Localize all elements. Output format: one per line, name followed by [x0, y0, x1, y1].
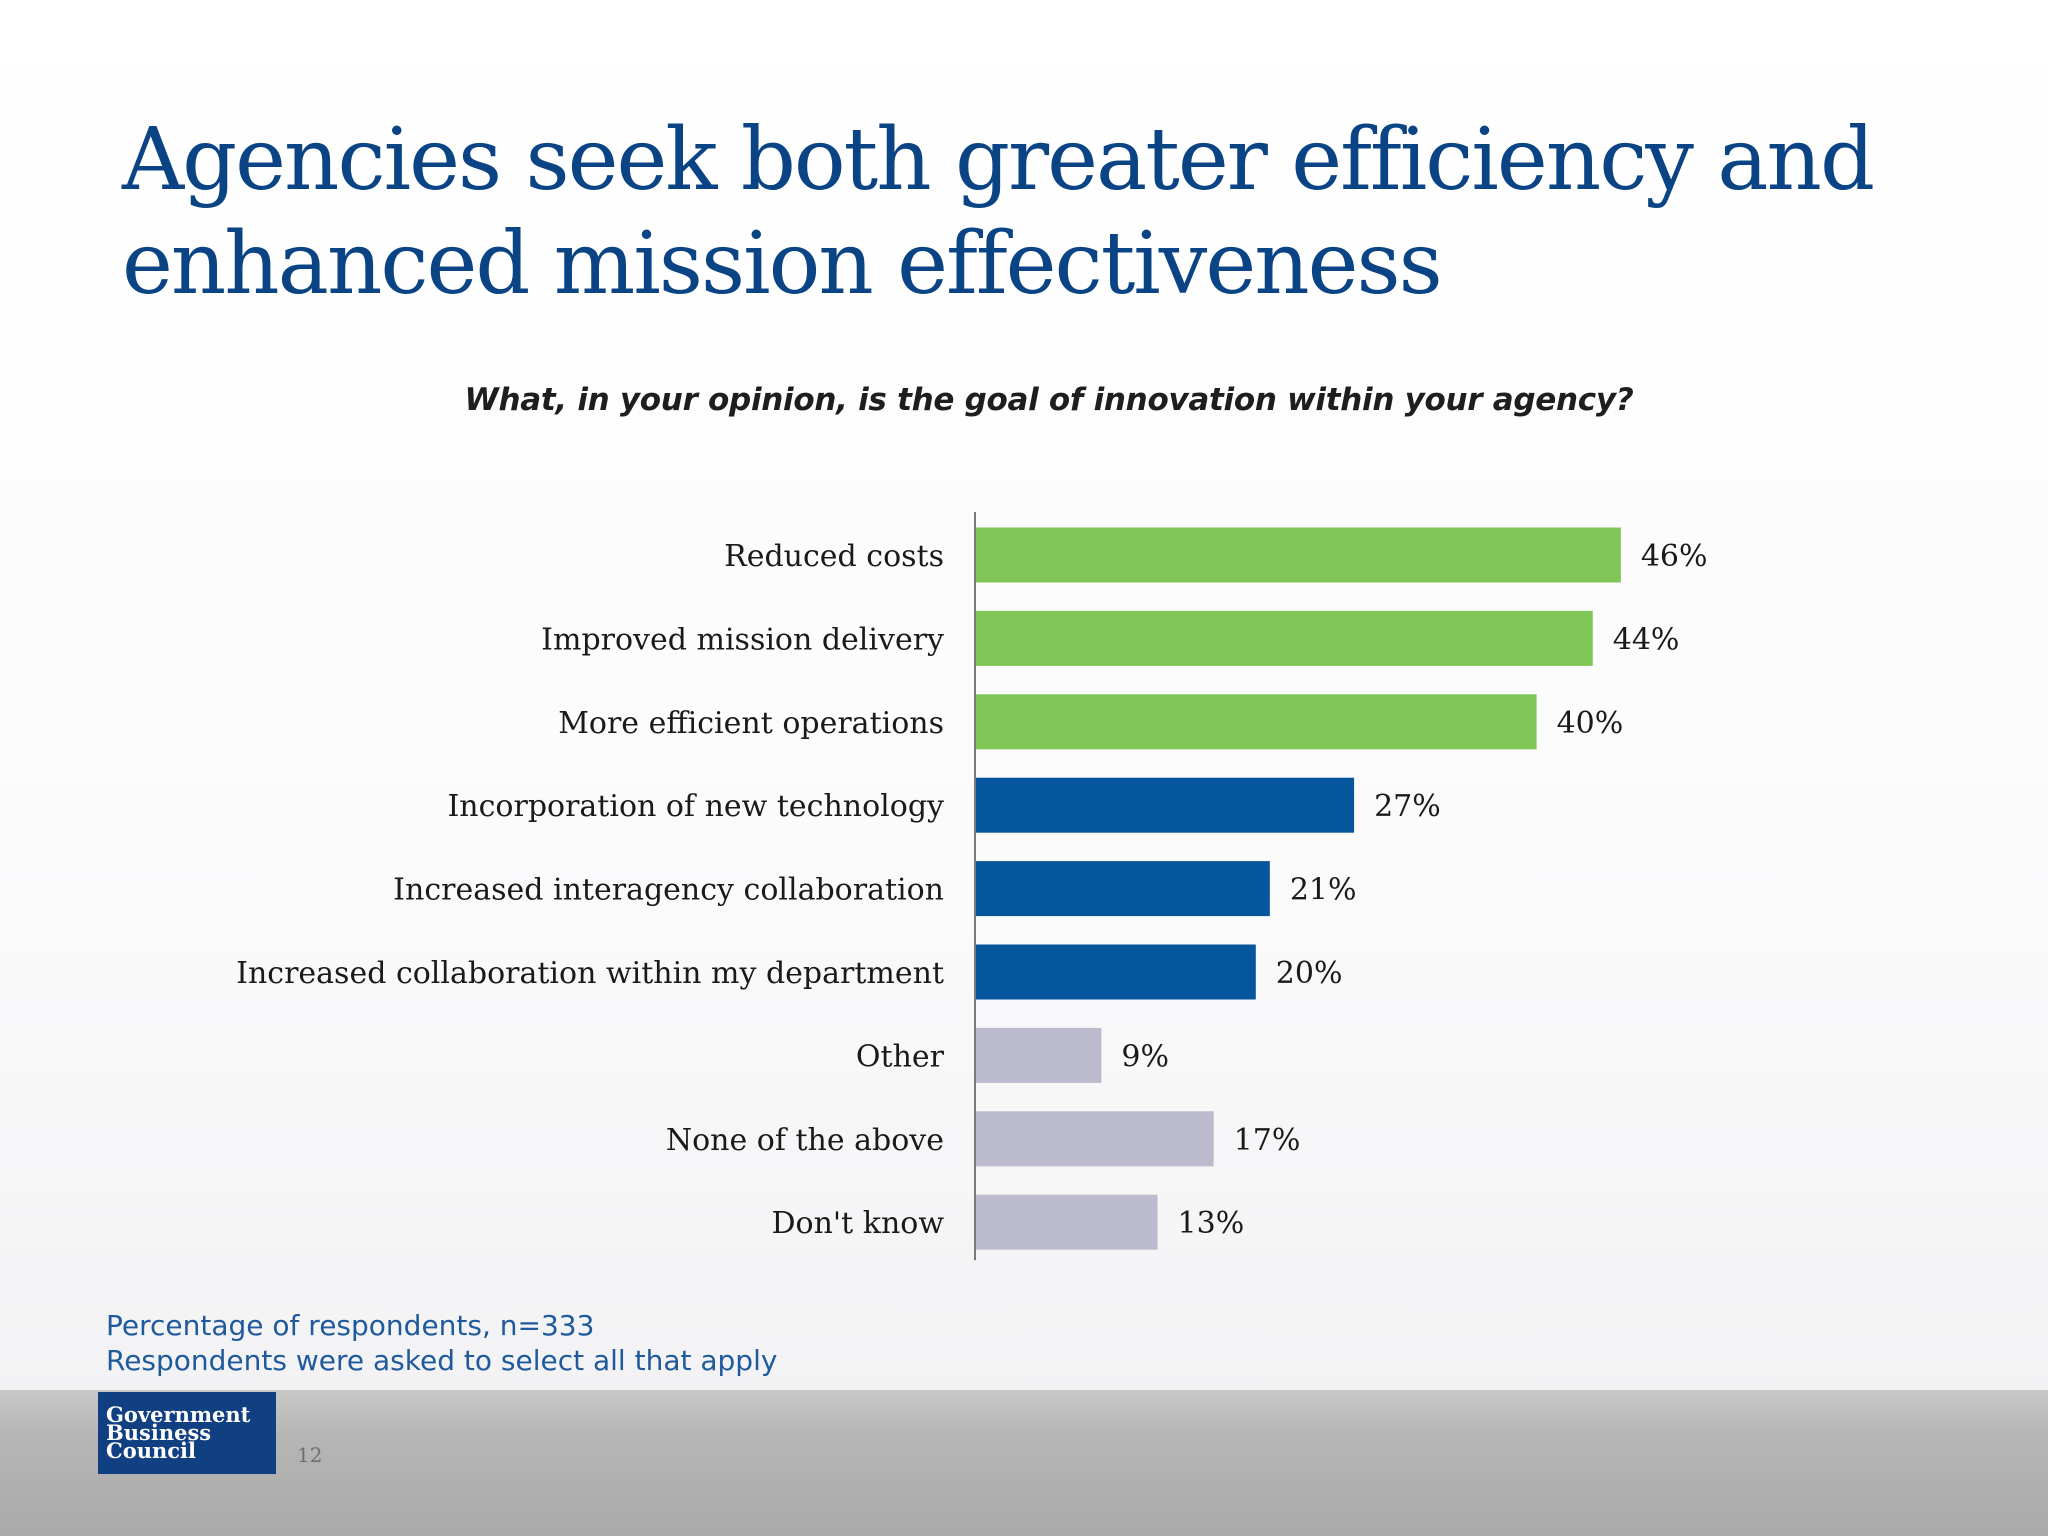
footnote-sample-size: Percentage of respondents, n=333	[106, 1309, 595, 1342]
bar-1	[975, 527, 1621, 583]
slide-title-line-2: enhanced mission effectiveness	[122, 214, 1443, 314]
bar-3	[975, 694, 1537, 750]
logo-line-1: Government	[106, 1402, 251, 1427]
bar-6	[975, 944, 1256, 1000]
bar-9	[975, 1194, 1158, 1250]
logo-line-2: Business	[106, 1420, 212, 1445]
bar-8	[975, 1111, 1214, 1167]
value-label-1: 46%	[1641, 539, 1708, 574]
value-label-8: 17%	[1234, 1123, 1301, 1158]
footnote: Percentage of respondents, n=333 Respond…	[106, 1308, 777, 1378]
category-label-8: None of the above	[666, 1123, 944, 1158]
value-label-9: 13%	[1178, 1206, 1245, 1241]
chart-question: What, in your opinion, is the goal of in…	[464, 382, 1634, 418]
slide-title: Agencies seek both greater efficiency an…	[122, 108, 1922, 316]
category-label-1: Reduced costs	[724, 539, 944, 574]
value-label-4: 27%	[1374, 789, 1441, 824]
footer-band	[0, 1390, 2048, 1536]
category-label-3: More efficient operations	[558, 706, 944, 741]
bar-5	[975, 861, 1270, 917]
slide-title-line-1: Agencies seek both greater efficiency an…	[122, 110, 1875, 210]
value-label-2: 44%	[1613, 622, 1680, 657]
value-label-5: 21%	[1290, 873, 1357, 908]
bar-2	[975, 610, 1593, 666]
category-label-4: Incorporation of new technology	[447, 789, 944, 824]
category-label-7: Other	[856, 1039, 945, 1074]
logo-line-3: Council	[106, 1438, 196, 1463]
category-label-9: Don't know	[771, 1206, 944, 1241]
category-label-2: Improved mission delivery	[541, 622, 944, 657]
government-business-council-logo: Government Business Council	[98, 1392, 276, 1474]
footnote-select-all: Respondents were asked to select all tha…	[106, 1344, 778, 1377]
value-label-7: 9%	[1121, 1039, 1169, 1074]
value-label-3: 40%	[1557, 706, 1624, 741]
value-label-6: 20%	[1276, 956, 1343, 991]
category-label-5: Increased interagency collaboration	[393, 873, 944, 908]
page-number: 12	[297, 1443, 323, 1467]
bar-7	[975, 1027, 1102, 1083]
category-label-6: Increased collaboration within my depart…	[236, 956, 944, 991]
bar-4	[975, 777, 1355, 833]
